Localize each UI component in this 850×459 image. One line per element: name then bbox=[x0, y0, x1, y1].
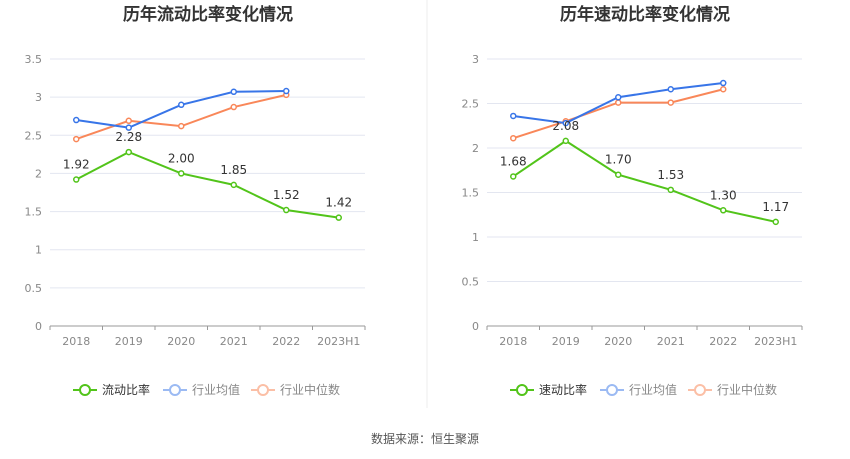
data-point bbox=[615, 94, 622, 101]
data-point bbox=[178, 170, 185, 177]
data-point bbox=[562, 137, 569, 145]
y-tick-label: 3.5 bbox=[25, 53, 43, 66]
x-tick-label: 2018 bbox=[499, 335, 527, 348]
y-tick-label: 3 bbox=[35, 91, 42, 104]
data-point bbox=[283, 87, 290, 95]
data-point bbox=[283, 206, 290, 214]
data-point bbox=[230, 103, 237, 111]
data-point bbox=[230, 181, 237, 189]
series-line bbox=[75, 93, 287, 141]
y-tick-label: 2 bbox=[472, 142, 479, 155]
data-label: 1.42 bbox=[325, 196, 352, 210]
data-point bbox=[772, 218, 779, 226]
data-point bbox=[720, 79, 727, 87]
legend-marker-icon bbox=[694, 384, 706, 396]
x-tick-label: 2021 bbox=[220, 335, 248, 348]
source-note: 数据来源：恒生聚源 bbox=[370, 432, 479, 446]
y-tick-label: 0.5 bbox=[462, 276, 480, 289]
chart-1: 历年速动比率变化情况 0 0.5 1 1.5 2 2.5 3 2018 2019 2020 2021 2… bbox=[462, 4, 803, 397]
data-point bbox=[125, 124, 132, 131]
x-tick-label: 2023H1 bbox=[317, 335, 360, 348]
series-line bbox=[512, 139, 776, 223]
data-label: 1.53 bbox=[657, 168, 684, 182]
data-point bbox=[615, 99, 622, 106]
y-tick-label: 0.5 bbox=[25, 282, 43, 295]
legend-label: 流动比率 bbox=[102, 382, 150, 397]
legend-marker-icon bbox=[169, 384, 181, 396]
data-point bbox=[720, 86, 727, 93]
legend-marker-icon bbox=[606, 384, 618, 396]
legend-label: 行业中位数 bbox=[280, 382, 340, 397]
chart-title: 历年速动比率变化情况 bbox=[560, 4, 730, 25]
data-point bbox=[335, 214, 342, 221]
data-point bbox=[720, 207, 727, 214]
data-point bbox=[667, 99, 674, 106]
data-label: 1.70 bbox=[605, 153, 632, 167]
data-label: 2.08 bbox=[552, 119, 579, 133]
legend-item[interactable]: 行业中位数 bbox=[688, 382, 777, 397]
x-tick-label: 2019 bbox=[115, 335, 143, 348]
data-point bbox=[178, 101, 185, 109]
data-label: 1.68 bbox=[500, 154, 527, 168]
data-label: 1.30 bbox=[710, 188, 737, 202]
legend-marker-icon bbox=[257, 384, 269, 396]
data-label: 1.92 bbox=[63, 158, 90, 172]
data-label: 1.85 bbox=[220, 163, 247, 177]
x-tick-label: 2020 bbox=[167, 335, 195, 348]
legend-label: 速动比率 bbox=[539, 382, 587, 397]
series-line bbox=[75, 150, 339, 219]
data-point bbox=[615, 171, 622, 178]
data-point bbox=[667, 186, 674, 194]
data-point bbox=[230, 88, 237, 96]
legend-item[interactable]: 行业均值 bbox=[163, 382, 240, 397]
data-label: 2.00 bbox=[168, 151, 195, 165]
x-tick-label: 2023H1 bbox=[754, 335, 797, 348]
y-tick-label: 0 bbox=[35, 320, 42, 333]
data-point bbox=[73, 176, 80, 183]
legend-item[interactable]: 行业中位数 bbox=[251, 382, 340, 397]
data-label: 1.52 bbox=[273, 188, 300, 202]
data-point bbox=[73, 135, 80, 143]
x-tick-label: 2021 bbox=[657, 335, 685, 348]
x-tick-label: 2022 bbox=[272, 335, 300, 348]
x-tick-label: 2020 bbox=[604, 335, 632, 348]
y-tick-label: 2 bbox=[35, 167, 42, 180]
chart-title: 历年流动比率变化情况 bbox=[123, 4, 293, 25]
legend-marker-icon bbox=[516, 384, 528, 396]
legend-label: 行业均值 bbox=[629, 382, 677, 397]
legend-label: 行业中位数 bbox=[717, 382, 777, 397]
y-tick-label: 1 bbox=[35, 244, 42, 257]
y-tick-label: 2.5 bbox=[462, 98, 480, 111]
legend-item[interactable]: 速动比率 bbox=[510, 382, 587, 397]
data-label: 2.28 bbox=[115, 130, 142, 144]
y-tick-label: 3 bbox=[472, 53, 479, 66]
data-point bbox=[73, 116, 80, 124]
data-point bbox=[667, 86, 674, 93]
data-point bbox=[510, 134, 517, 142]
data-point bbox=[125, 148, 132, 156]
y-tick-label: 1 bbox=[472, 231, 479, 244]
data-point bbox=[178, 122, 185, 130]
series-line bbox=[76, 90, 287, 129]
data-label: 1.17 bbox=[762, 200, 789, 214]
legend-marker-icon bbox=[79, 384, 91, 396]
x-tick-label: 2018 bbox=[62, 335, 90, 348]
x-tick-label: 2022 bbox=[709, 335, 737, 348]
y-tick-label: 0 bbox=[472, 320, 479, 333]
legend-item[interactable]: 行业均值 bbox=[600, 382, 677, 397]
legend-label: 行业均值 bbox=[192, 382, 240, 397]
data-point bbox=[562, 119, 569, 127]
y-tick-label: 1.5 bbox=[25, 206, 43, 219]
data-point bbox=[510, 112, 517, 120]
y-tick-label: 1.5 bbox=[462, 187, 480, 200]
legend-item[interactable]: 流动比率 bbox=[73, 382, 150, 397]
y-tick-label: 2.5 bbox=[25, 129, 43, 142]
data-point bbox=[125, 117, 132, 125]
x-tick-label: 2019 bbox=[552, 335, 580, 348]
data-point bbox=[510, 173, 517, 180]
